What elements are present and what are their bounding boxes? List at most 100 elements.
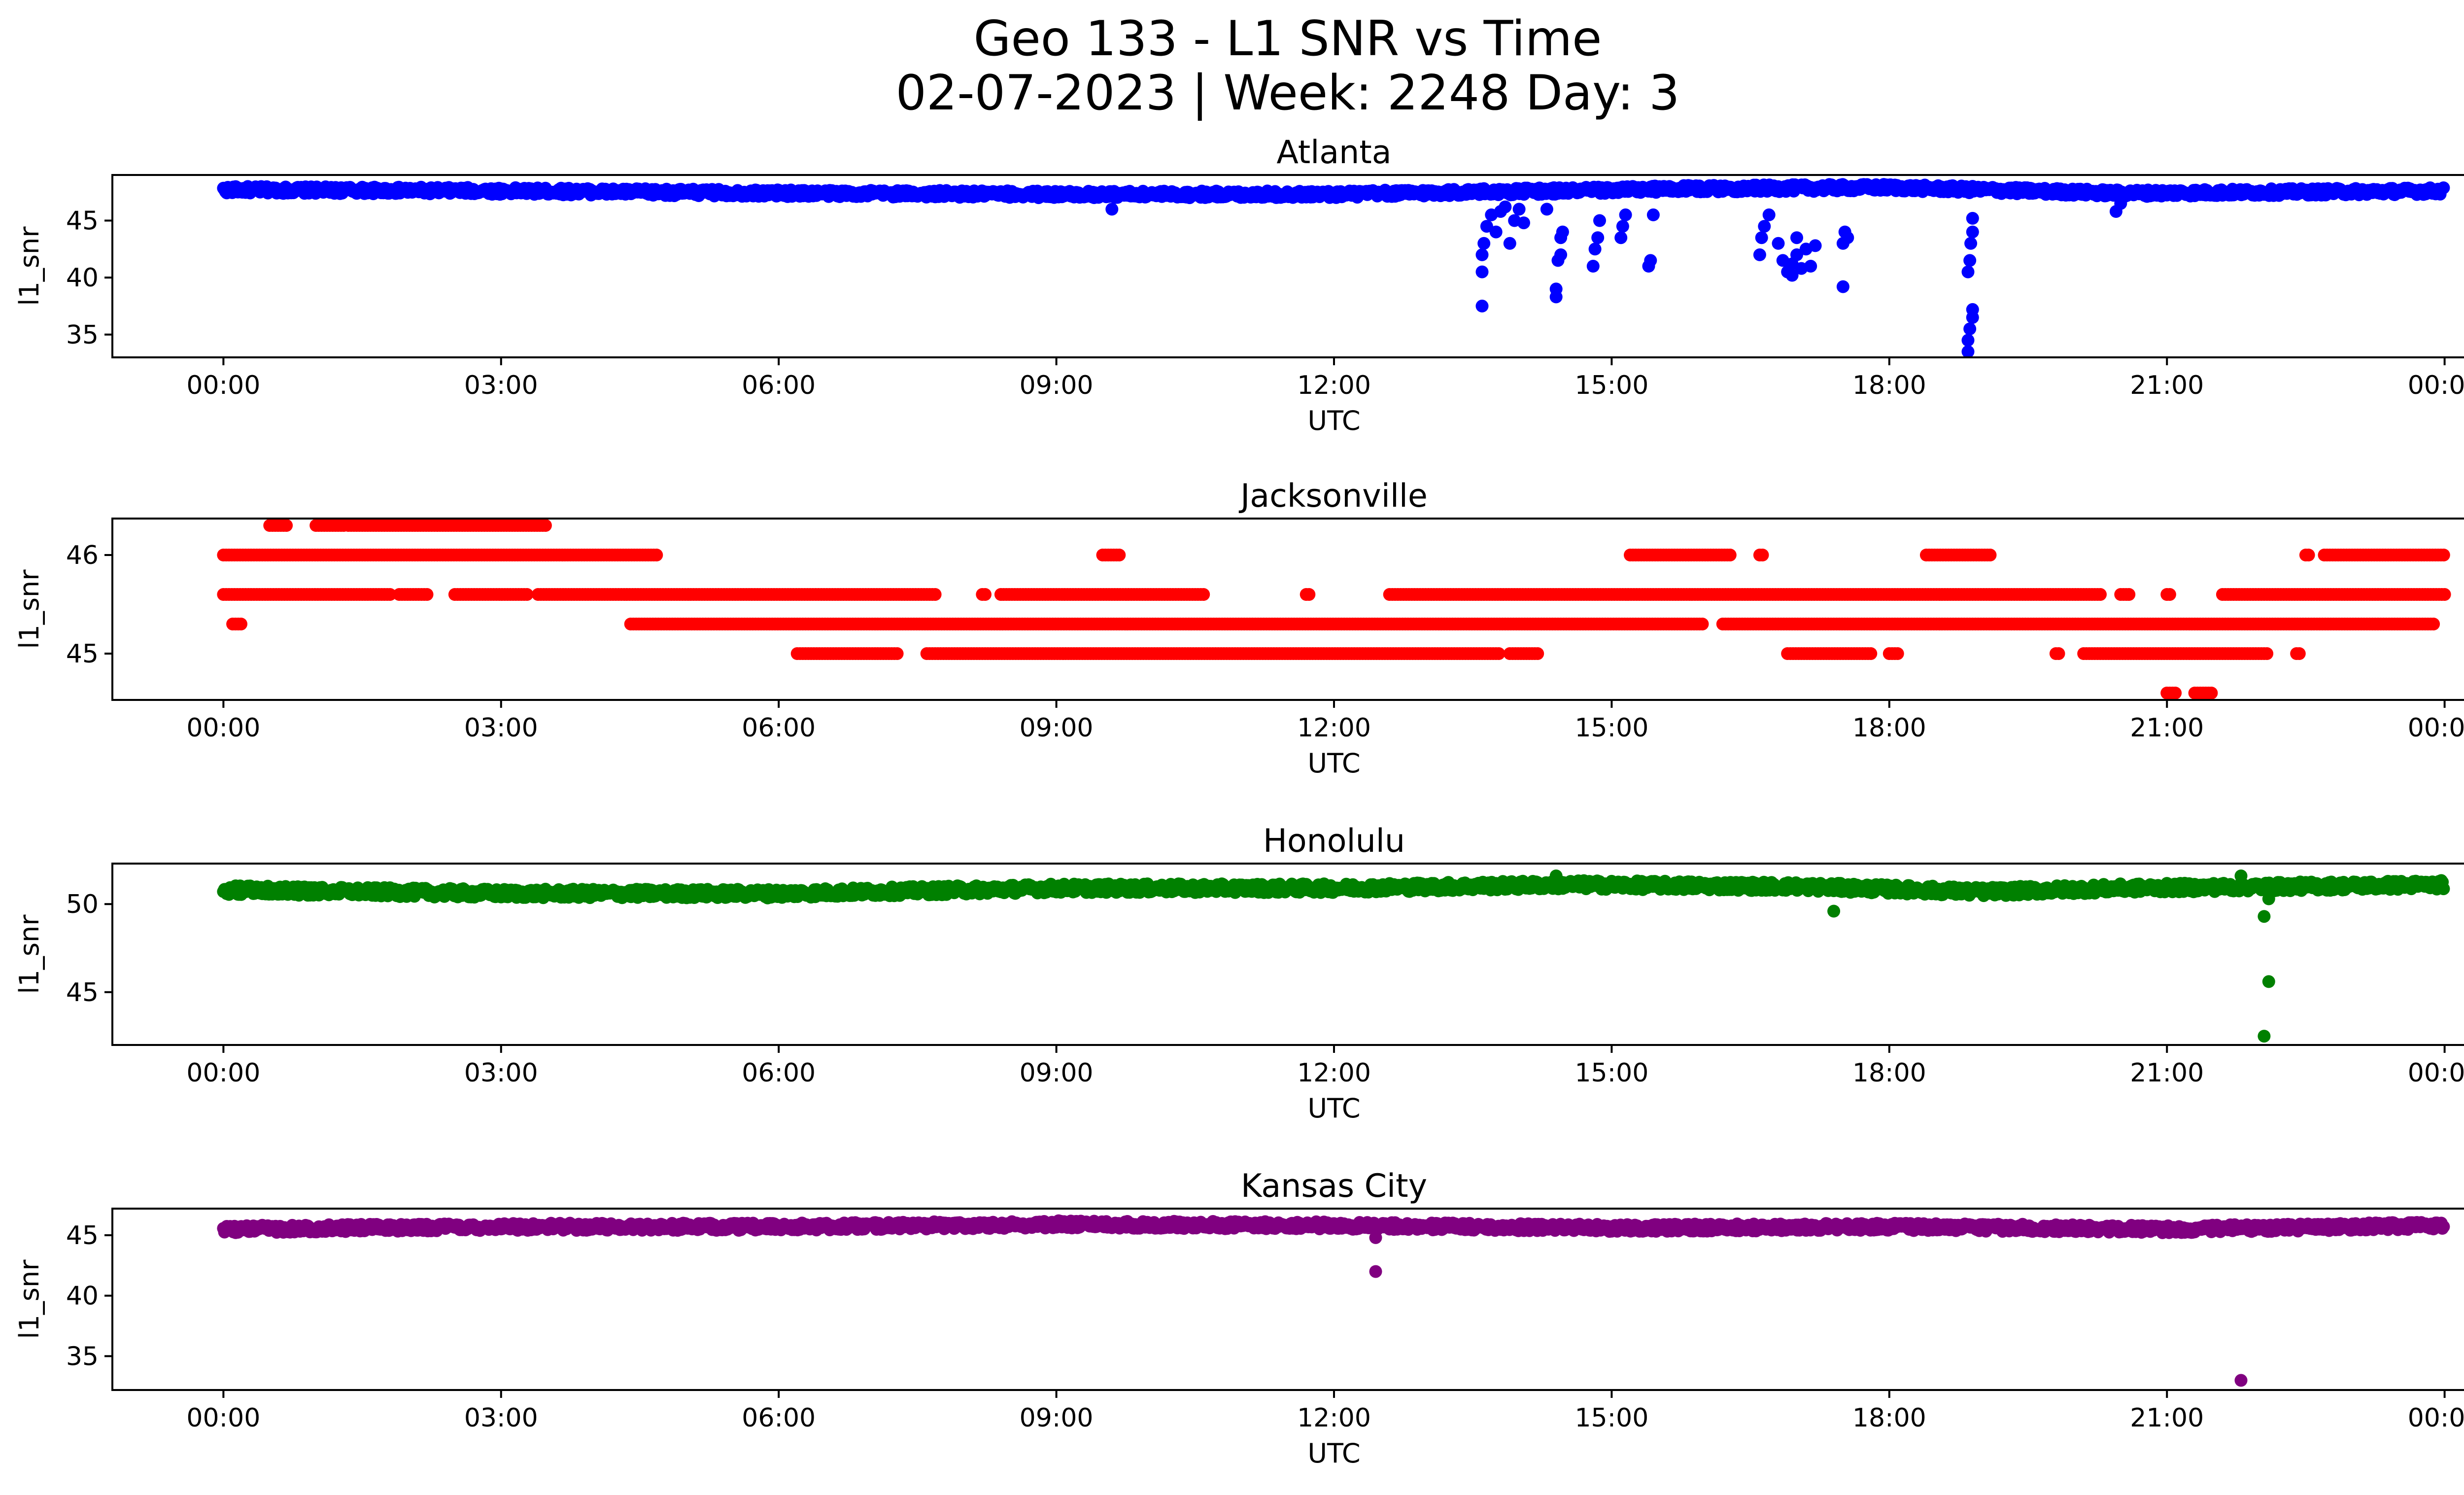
x-axis-label: UTC [1307, 748, 1360, 779]
data-point [2302, 549, 2315, 561]
data-point-outlier [1475, 299, 1489, 313]
data-point-outlier [1804, 260, 1817, 273]
data-point-outlier [1549, 282, 1563, 296]
x-tick-label: 18:00 [1852, 713, 1926, 743]
data-point-outlier [1554, 248, 1568, 261]
data-point-outlier [1966, 225, 1979, 239]
data-point [1756, 549, 1769, 561]
subplot-panels: 00:00 03:00 06:00 09:00 12:00 15:00 18:00 21:00… [14, 134, 2464, 1469]
data-point [1864, 647, 1878, 660]
data-point-outlier [1646, 208, 1660, 221]
data-point-outlier [1964, 237, 1978, 250]
y-tick-label: 45 [66, 639, 99, 669]
data-point [280, 519, 293, 532]
data-point-outlier [1963, 254, 1977, 267]
data-point [539, 519, 552, 532]
data-point [1492, 647, 1506, 660]
x-tick-label: 03:00 [464, 713, 538, 743]
data-point [1531, 647, 1544, 660]
data-point-outlier [1540, 203, 1553, 216]
figure-title-line-2: 02-07-2023 | Week: 2248 Day: 3 [896, 65, 1680, 121]
data-point-outlier [2114, 197, 2127, 210]
data-point [1302, 588, 1316, 601]
x-axis: 00:00 03:00 06:00 09:00 12:00 15:00 18:00 21:00… [186, 357, 2464, 436]
data-point [1113, 549, 1126, 561]
data-point-outlier [1762, 208, 1776, 221]
x-tick-label: 06:00 [742, 371, 816, 400]
data-point-outlier [1619, 208, 1632, 221]
data-point-outlier [1961, 334, 1975, 347]
data-point-outlier [1517, 216, 1530, 230]
data-point-outlier [1753, 248, 1766, 261]
data-point-outlier [1614, 231, 1628, 244]
x-tick-label: 12:00 [1297, 713, 1371, 743]
data-points [217, 519, 2451, 699]
data-point-outlier [1758, 220, 1771, 233]
y-axis: 35 40 45 l1_snr [14, 207, 112, 350]
x-tick-label: 03:00 [464, 371, 538, 400]
y-tick-label: 35 [66, 320, 99, 350]
data-point-outlier [1772, 237, 1785, 250]
x-tick-label: 00:00 [186, 713, 260, 743]
data-point-outlier [1503, 237, 1516, 250]
data-point [2052, 647, 2065, 660]
data-point-outlier [1961, 265, 1975, 278]
subplot-title: Jacksonville [1238, 478, 1428, 515]
data-point-outlier [1836, 280, 1849, 293]
data-point-outlier [1966, 211, 1979, 225]
data-point-outlier [1593, 214, 1606, 227]
data-point-outlier [1586, 260, 1600, 273]
data-point [890, 647, 904, 660]
data-point-outlier [1588, 243, 1602, 256]
data-points [217, 869, 2450, 1043]
x-tick-label: 09:00 [1020, 713, 1094, 743]
data-point [979, 588, 992, 601]
data-point [520, 588, 534, 601]
y-tick-label: 46 [66, 541, 99, 570]
data-point-outlier [1475, 248, 1489, 261]
data-point-outlier [1841, 231, 1854, 244]
data-point-outlier [1809, 239, 1822, 252]
y-tick-label: 40 [66, 263, 99, 293]
x-tick-label: 21:00 [2130, 371, 2204, 400]
data-point-outlier [1105, 203, 1119, 216]
data-point-outlier [1790, 248, 1803, 261]
data-point [2205, 687, 2218, 699]
data-point [2260, 647, 2274, 660]
figure-title-line-1: Geo 133 - L1 SNR vs Time [974, 11, 1602, 67]
data-point [2094, 588, 2107, 601]
x-tick-label: 06:00 [742, 713, 816, 743]
y-axis-label: l1_snr [14, 226, 45, 306]
data-point-outlier [1616, 220, 1629, 233]
data-point [2169, 687, 2182, 699]
subplot-jacksonville: 00:00 03:00 06:00 09:00 12:00 15:00 18:00 21:00… [14, 478, 2464, 779]
x-tick-label: 12:00 [1297, 371, 1371, 400]
data-point-outlier [1963, 322, 1977, 336]
data-point [235, 618, 247, 630]
data-point-outlier [1961, 345, 1975, 357]
data-point-outlier [1966, 303, 1979, 316]
subplot-atlanta: 00:00 03:00 06:00 09:00 12:00 15:00 18:00 21:00… [14, 134, 2464, 436]
data-point [1696, 618, 1709, 630]
data-point [928, 588, 942, 601]
x-tick-label: 15:00 [1574, 713, 1648, 743]
data-point [420, 588, 434, 601]
y-tick-label: 45 [66, 207, 99, 236]
x-tick-label: 18:00 [1852, 371, 1926, 400]
data-point [2427, 618, 2440, 630]
data-point [2163, 588, 2176, 601]
data-point-outlier [1556, 225, 1569, 239]
x-tick-label: 00:00 [186, 371, 260, 400]
data-point-outlier [1591, 231, 1605, 244]
x-tick-label: 15:00 [1574, 371, 1648, 400]
data-point-outlier [1480, 220, 1493, 233]
data-point [1984, 549, 1997, 561]
data-point [2293, 647, 2306, 660]
data-point [1197, 588, 1210, 601]
data-point-outlier [1785, 269, 1799, 282]
subplot-title: Atlanta [1276, 134, 1391, 171]
data-point [2437, 181, 2450, 194]
